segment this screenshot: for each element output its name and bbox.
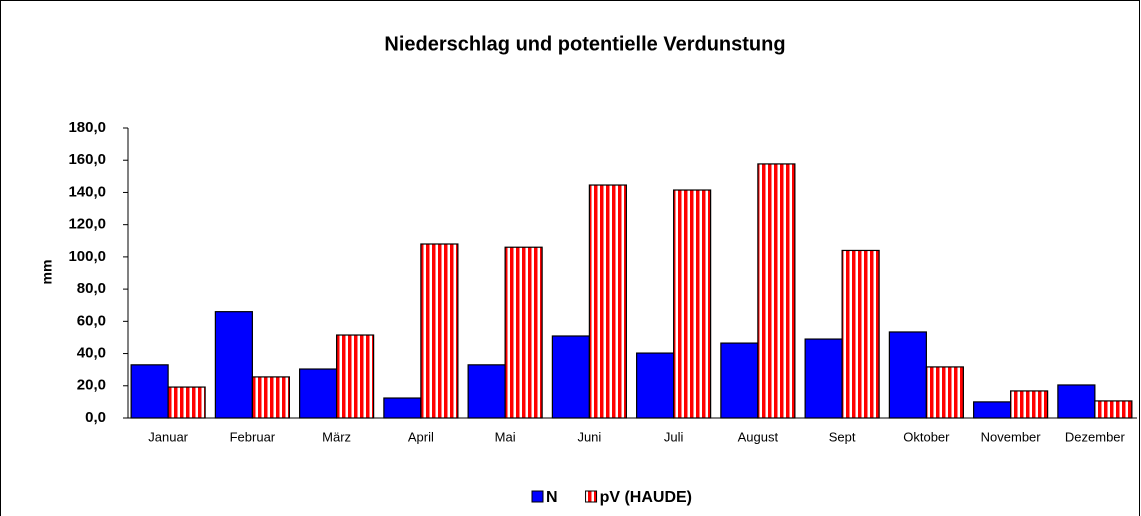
legend-label: pV (HAUDE): [600, 489, 692, 506]
y-tick-label: 180,0: [68, 119, 106, 136]
x-tick-label: April: [408, 429, 434, 444]
y-tick-label: 80,0: [77, 280, 106, 297]
legend-swatch: [531, 490, 544, 503]
legend-label: N: [546, 489, 558, 506]
bar: [551, 335, 590, 419]
bar: [973, 401, 1012, 419]
bar: [504, 246, 543, 419]
y-tick-label: 120,0: [68, 216, 106, 233]
y-tick-label: 100,0: [68, 248, 106, 265]
bar: [383, 397, 422, 419]
bar: [757, 163, 796, 419]
x-tick-label: Juni: [577, 429, 601, 444]
x-tick-label: November: [981, 429, 1042, 444]
bar: [925, 366, 964, 419]
bar: [299, 368, 338, 419]
legend-swatch: [585, 490, 598, 503]
x-tick-label: Februar: [230, 429, 276, 444]
x-tick-label: Oktober: [903, 429, 950, 444]
y-tick-label: 160,0: [68, 151, 106, 168]
chart-title: Niederschlag und potentielle Verdunstung: [384, 33, 785, 55]
x-tick-label: Januar: [148, 429, 188, 444]
y-tick-label: 0,0: [85, 409, 106, 426]
bar: [1010, 390, 1049, 419]
bar: [673, 189, 712, 419]
bar: [1057, 384, 1096, 419]
y-tick-label: 20,0: [77, 377, 106, 394]
bar: [251, 376, 290, 419]
bar: [167, 386, 206, 419]
y-tick-label: 60,0: [77, 312, 106, 329]
bar: [804, 338, 843, 419]
y-axis-label: mm: [39, 260, 55, 285]
y-tick-label: 40,0: [77, 345, 106, 362]
x-tick-label: März: [322, 429, 351, 444]
bar: [636, 352, 675, 419]
bar: [214, 311, 253, 419]
x-tick-label: Mai: [495, 429, 516, 444]
x-tick-label: Juli: [664, 429, 684, 444]
x-tick-label: Dezember: [1065, 429, 1126, 444]
y-tick-label: 140,0: [68, 183, 106, 200]
x-tick-label: August: [738, 429, 779, 444]
bar: [130, 364, 169, 419]
x-tick-label: Sept: [829, 429, 856, 444]
bar: [841, 249, 880, 419]
bar: [588, 184, 627, 419]
bar: [467, 364, 506, 419]
bar: [336, 334, 375, 419]
bar: [420, 243, 459, 419]
bar: [888, 331, 927, 419]
bar: [1094, 400, 1133, 419]
bar: [720, 342, 759, 419]
